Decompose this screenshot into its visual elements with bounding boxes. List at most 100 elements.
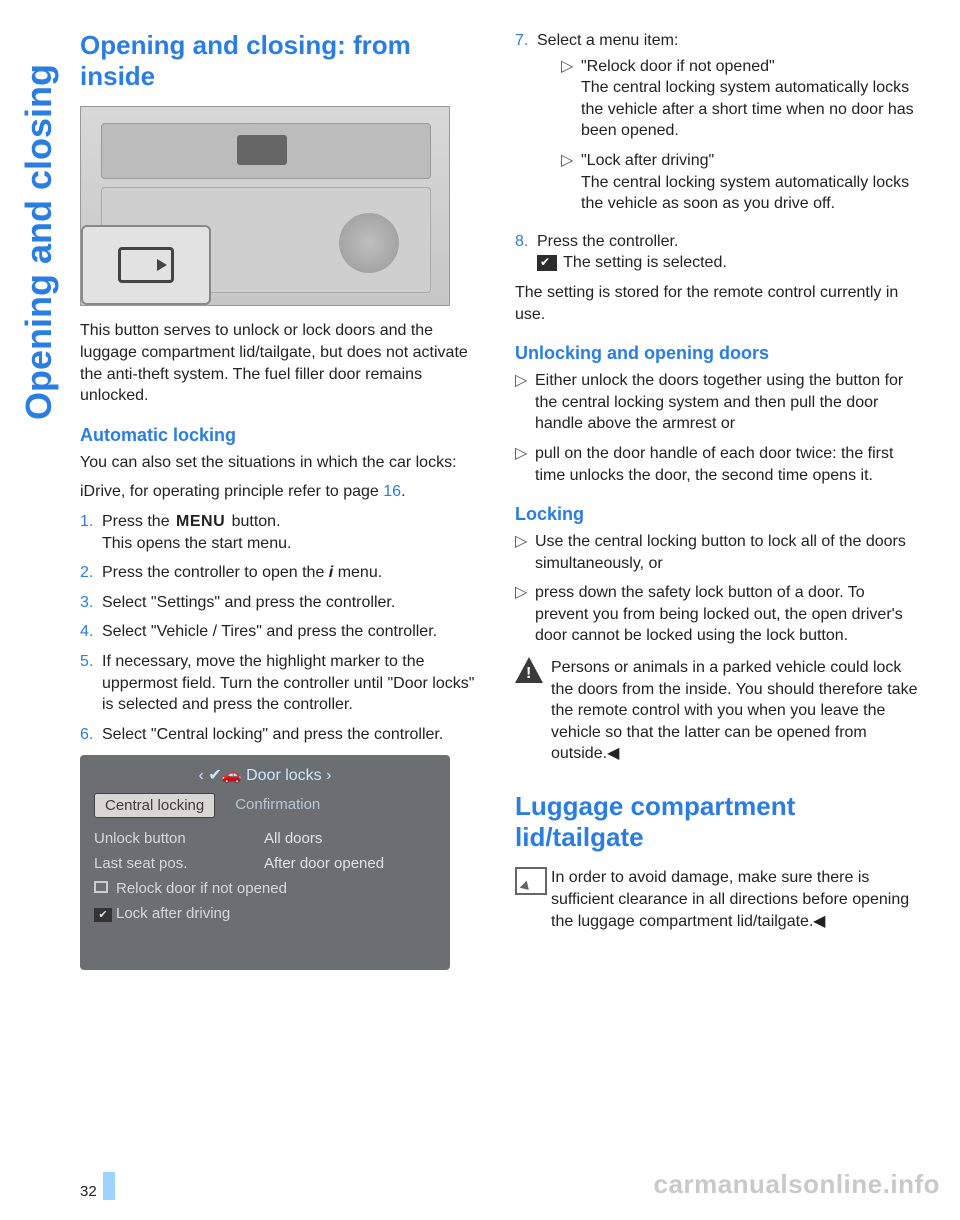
sub-title: "Lock after driving" <box>581 152 714 169</box>
sub-body: The central locking system automatically… <box>581 79 914 139</box>
step-text: Select "Vehicle / Tires" and press the c… <box>102 621 485 643</box>
check-label: Lock after driving <box>116 905 230 922</box>
item-text: press down the safety lock button of a d… <box>535 582 920 647</box>
list-item: ▷ Either unlock the doors together using… <box>515 370 920 435</box>
page-bar-icon <box>103 1172 115 1200</box>
triangle-bullet-icon: ▷ <box>515 443 535 486</box>
auto-lock-p2: iDrive, for operating principle refer to… <box>80 481 485 503</box>
item-text: Either unlock the doors together using t… <box>535 370 920 435</box>
steps-list: 1. Press the MENU button. This opens the… <box>80 511 485 745</box>
page-number-box: 32 <box>80 1172 115 1200</box>
sub-text: "Relock door if not opened" The central … <box>581 56 920 142</box>
screen-rows: Unlock button All doors Last seat pos. A… <box>80 824 450 928</box>
heading-locking: Locking <box>515 504 920 525</box>
triangle-bullet-icon: ▷ <box>515 582 535 647</box>
screen-check-row: Relock door if not opened <box>94 876 436 901</box>
step-text: Select "Central locking" and press the c… <box>102 724 485 746</box>
tab-confirmation[interactable]: Confirmation <box>225 793 330 818</box>
step-num: 8. <box>515 231 537 274</box>
checkbox-selected-icon <box>537 255 557 271</box>
t: Press the <box>102 513 174 530</box>
item-text: Use the central locking button to lock a… <box>535 531 920 574</box>
t: Select a menu item: <box>537 32 678 49</box>
screen-row: Last seat pos. After door opened <box>94 851 436 876</box>
step-text: If necessary, move the highlight marker … <box>102 651 485 716</box>
heading-automatic-locking: Automatic locking <box>80 425 485 446</box>
screen-tabs: Central locking Confirmation <box>80 789 450 824</box>
row-label: Last seat pos. <box>94 855 264 872</box>
checkbox-off-icon <box>94 880 116 897</box>
end-marker-icon: ▶ <box>813 911 825 933</box>
step-num: 2. <box>80 562 102 584</box>
step-text: Press the controller to open the i menu. <box>102 562 485 584</box>
idrive-screen: ‹ ✔🚗 Door locks › Central locking Confir… <box>80 755 450 970</box>
step-3: 3. Select "Settings" and press the contr… <box>80 592 485 614</box>
step-text: Press the controller. The setting is sel… <box>537 231 920 274</box>
intro-paragraph: This button serves to unlock or lock doo… <box>80 320 485 406</box>
t: The setting is selected. <box>563 254 727 271</box>
page-number: 32 <box>80 1183 97 1200</box>
step7-sublist: ▷ "Relock door if not opened" The centra… <box>561 56 920 215</box>
section-sidebar-title: Opening and closing <box>18 64 60 420</box>
page-link-16[interactable]: 16 <box>383 483 401 500</box>
sub-body: The central locking system automatically… <box>581 174 909 213</box>
step-1: 1. Press the MENU button. This opens the… <box>80 511 485 554</box>
step-6: 6. Select "Central locking" and press th… <box>80 724 485 746</box>
sub-title: "Relock door if not opened" <box>581 58 775 75</box>
step-8: 8. Press the controller. The setting is … <box>515 231 920 274</box>
checkbox-on-icon: ✔ <box>94 905 116 922</box>
list-item: ▷ pull on the door handle of each door t… <box>515 443 920 486</box>
row-value: After door opened <box>264 855 436 872</box>
note-text: In order to avoid damage, make sure ther… <box>551 867 920 932</box>
dash-screen <box>237 135 287 165</box>
step-2: 2. Press the controller to open the i me… <box>80 562 485 584</box>
t: Press the controller to open the <box>102 564 329 581</box>
triangle-bullet-icon: ▷ <box>561 150 581 215</box>
step-7: 7. Select a menu item: ▷ "Relock door if… <box>515 30 920 223</box>
triangle-bullet-icon: ▷ <box>515 531 535 574</box>
list-item: ▷ Use the central locking button to lock… <box>515 531 920 574</box>
lock-button-inset <box>81 225 211 305</box>
step-5: 5. If necessary, move the highlight mark… <box>80 651 485 716</box>
heading-luggage: Luggage compartment lid/tailgate <box>515 791 920 853</box>
sub-text: "Lock after driving" The central locking… <box>581 150 920 215</box>
warning-text: Persons or animals in a parked vehicle c… <box>551 657 920 765</box>
item-text: pull on the door handle of each door twi… <box>535 443 920 486</box>
step-num: 6. <box>80 724 102 746</box>
screen-title: ‹ ✔🚗 Door locks › <box>80 761 450 789</box>
screen-check-row: ✔ Lock after driving <box>94 901 436 926</box>
arrow-left-icon: ‹ <box>199 767 209 784</box>
t: Persons or animals in a parked vehicle c… <box>551 659 917 762</box>
step-num: 7. <box>515 30 537 223</box>
auto-lock-p1: You can also set the situations in which… <box>80 452 485 474</box>
screen-row: Unlock button All doors <box>94 826 436 851</box>
lock-button-icon <box>118 247 174 283</box>
step-num: 4. <box>80 621 102 643</box>
t: menu. <box>333 564 382 581</box>
heading-opening-closing: Opening and closing: from inside <box>80 30 485 92</box>
end-marker-icon: ▶ <box>607 743 619 765</box>
triangle-bullet-icon: ▷ <box>561 56 581 142</box>
page-footer: 32 carmanualsonline.info <box>80 1169 940 1200</box>
left-column: Opening and closing: from inside This bu… <box>80 30 485 970</box>
row-value: All doors <box>264 830 436 847</box>
step-num: 1. <box>80 511 102 554</box>
step-num: 3. <box>80 592 102 614</box>
menu-button-label: MENU <box>174 513 227 530</box>
screen-title-text: Door locks <box>246 767 322 784</box>
dash-knob <box>339 213 399 273</box>
sub-item: ▷ "Relock door if not opened" The centra… <box>561 56 920 142</box>
step-num: 5. <box>80 651 102 716</box>
lock-list: ▷ Use the central locking button to lock… <box>515 531 920 647</box>
sub-item: ▷ "Lock after driving" The central locki… <box>561 150 920 215</box>
step-text: Press the MENU button. This opens the st… <box>102 511 485 554</box>
arrow-right-icon: › <box>326 767 331 784</box>
right-column: 7. Select a menu item: ▷ "Relock door if… <box>515 30 920 970</box>
auto-lock-p2-pre: iDrive, for operating principle refer to… <box>80 483 383 500</box>
steps-list-cont: 7. Select a menu item: ▷ "Relock door if… <box>515 30 920 274</box>
triangle-bullet-icon: ▷ <box>515 370 535 435</box>
tab-central-locking[interactable]: Central locking <box>94 793 215 818</box>
step-text: Select a menu item: ▷ "Relock door if no… <box>537 30 920 223</box>
warning-block: ! Persons or animals in a parked vehicle… <box>515 657 920 765</box>
row-label: Unlock button <box>94 830 264 847</box>
